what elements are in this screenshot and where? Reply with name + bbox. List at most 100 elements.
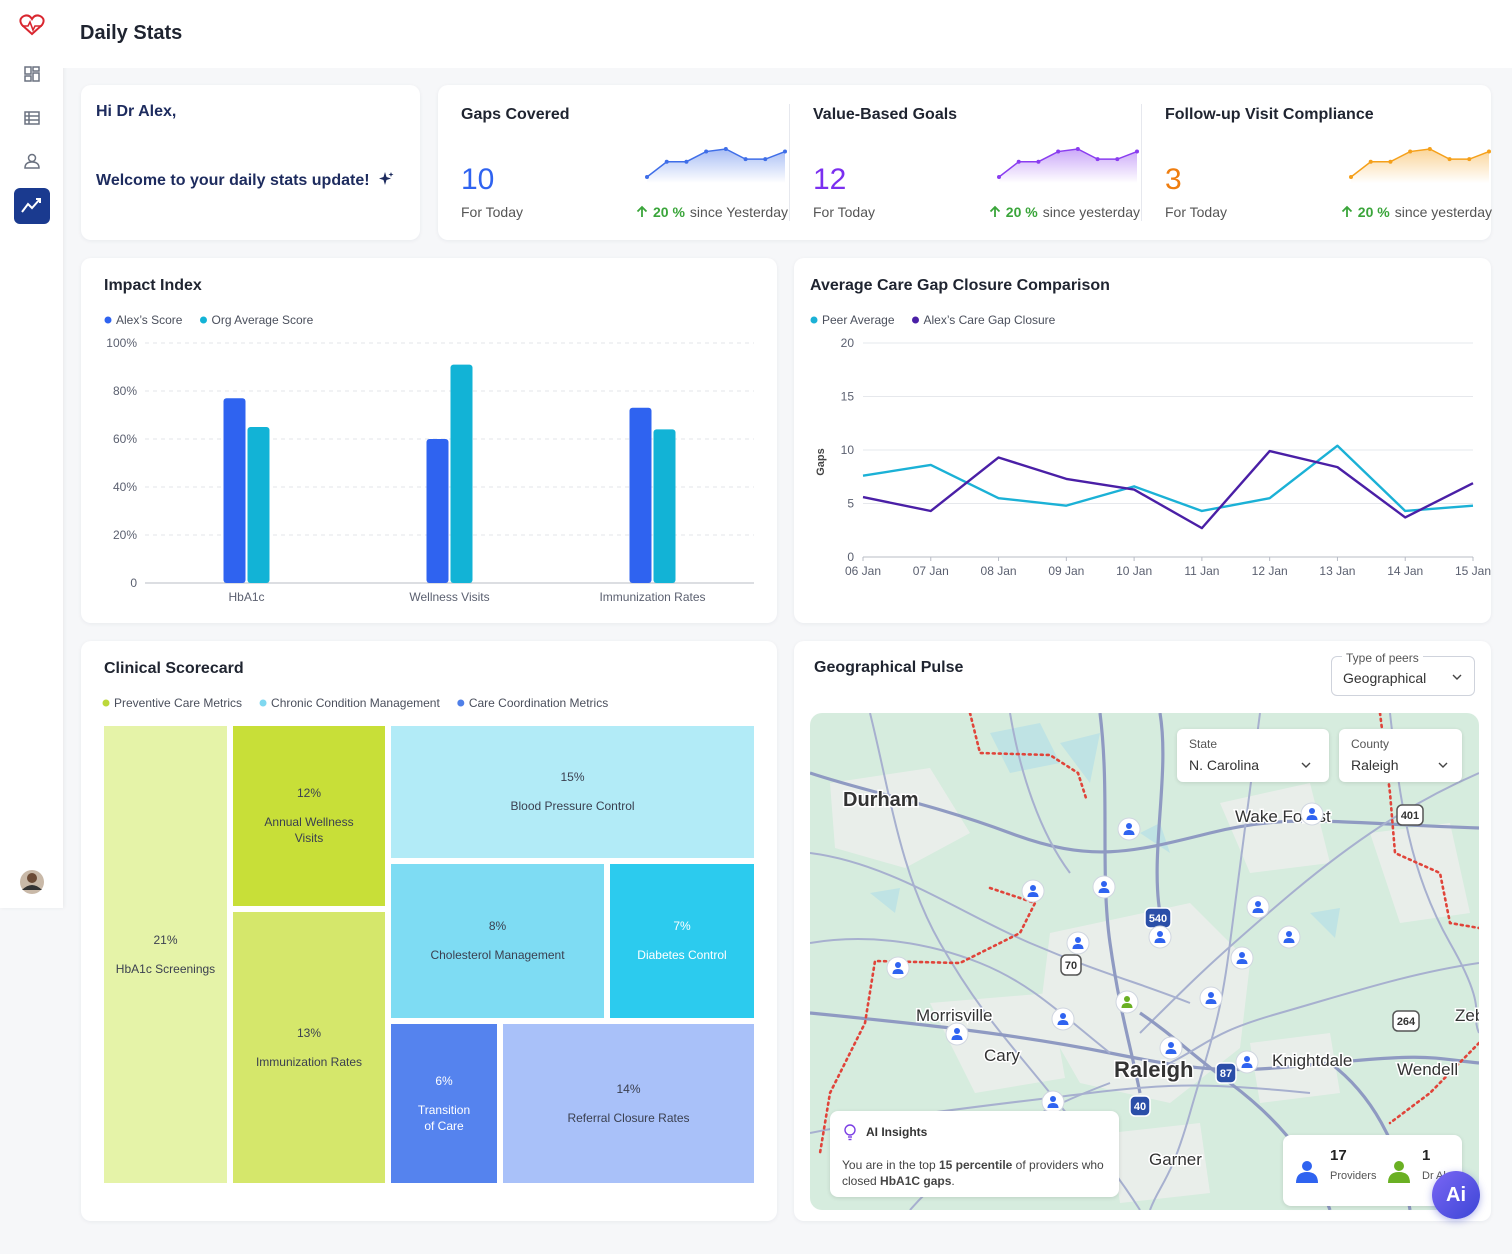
sparkline-dot bbox=[1056, 149, 1061, 154]
provider-pin[interactable] bbox=[1277, 925, 1301, 949]
place-label: Knightdale bbox=[1272, 1051, 1352, 1070]
treemap-cell: 7% Diabetes Control bbox=[610, 864, 754, 1018]
pin-head bbox=[1208, 992, 1214, 998]
kpi-change-text: since Yesterday bbox=[689, 204, 788, 220]
provider-pin[interactable] bbox=[1092, 875, 1116, 899]
kpi-change-value: 20 % bbox=[653, 204, 685, 220]
pin-head bbox=[1126, 823, 1132, 829]
treemap-value: 12% bbox=[296, 786, 322, 800]
provider-pin[interactable] bbox=[1041, 1090, 1065, 1114]
avatar[interactable] bbox=[20, 870, 44, 894]
insight-part: HbA1C gaps bbox=[880, 1174, 952, 1188]
road-shield bbox=[1129, 1095, 1151, 1117]
road bbox=[810, 1011, 1479, 1072]
arrow-up-icon bbox=[989, 205, 1000, 217]
x-tick-label: 09 Jan bbox=[1048, 564, 1084, 578]
sparkline-dot bbox=[664, 159, 669, 164]
treemap-cell: 14% Referral Closure Rates bbox=[503, 1024, 754, 1183]
pin-head bbox=[1030, 885, 1036, 891]
sparkline-dot bbox=[1349, 175, 1353, 179]
nav-profile[interactable] bbox=[24, 153, 40, 169]
treemap-label: Blood Pressure Control bbox=[510, 799, 635, 813]
y-tick-label: 15 bbox=[841, 390, 855, 404]
kpi-caption: For Today bbox=[813, 204, 875, 220]
sparkline bbox=[1350, 148, 1490, 178]
nav-table[interactable] bbox=[24, 111, 40, 125]
treemap-cell: 8% Cholesterol Management bbox=[391, 864, 604, 1018]
provider-pin[interactable] bbox=[1300, 802, 1324, 826]
y-tick-label: 0 bbox=[130, 576, 137, 590]
provider-pin[interactable] bbox=[1115, 990, 1139, 1014]
icon-head bbox=[1302, 1161, 1312, 1171]
page-title: Daily Stats bbox=[80, 22, 183, 44]
treemap-cell: 21% HbA1c Screenings bbox=[104, 726, 227, 1183]
ai-insights: AI Insights You are in the top 15 percen… bbox=[830, 1111, 1119, 1197]
provider-pin[interactable] bbox=[1117, 817, 1141, 841]
chevron bbox=[1452, 674, 1462, 680]
road bbox=[1139, 772, 1479, 1034]
sparkline-dot bbox=[997, 175, 1001, 179]
provider-pin[interactable] bbox=[1021, 879, 1045, 903]
sparkline-dot bbox=[1135, 149, 1139, 154]
nav-stats[interactable] bbox=[14, 188, 50, 224]
road-shield bbox=[1215, 1062, 1237, 1084]
pin-body bbox=[1252, 908, 1264, 913]
nav-dashboard[interactable] bbox=[24, 66, 40, 82]
provider-pin[interactable] bbox=[945, 1022, 969, 1046]
greeting-text: Welcome to your daily stats update! bbox=[96, 172, 370, 189]
pin-body bbox=[1306, 815, 1318, 820]
geo-title: Geographical Pulse bbox=[814, 659, 964, 676]
pin-body bbox=[1027, 892, 1039, 897]
x-tick-label: HbA1c bbox=[228, 590, 264, 604]
y-tick-label: 10 bbox=[841, 443, 855, 457]
sparkline-dot bbox=[1408, 149, 1413, 154]
peer-filter[interactable]: Type of peers Geographical bbox=[1331, 651, 1475, 696]
state-filter-value: N. Carolina bbox=[1189, 757, 1260, 773]
kpi-sparkline bbox=[645, 147, 787, 183]
place-label: Zeb bbox=[1455, 1006, 1479, 1025]
place-label: Raleigh bbox=[1114, 1057, 1193, 1082]
pin-head bbox=[1075, 937, 1081, 943]
x-tick-label: 15 Jan bbox=[1455, 564, 1491, 578]
kpi-change: 20 % since Yesterday bbox=[636, 204, 788, 220]
provider-pin[interactable] bbox=[886, 956, 910, 980]
ai-button[interactable]: Ai bbox=[1432, 1171, 1480, 1219]
provider-pin[interactable] bbox=[1148, 925, 1172, 949]
pin-body bbox=[1072, 944, 1084, 949]
legend-label: Alex’s Score bbox=[116, 313, 183, 327]
urban-area bbox=[1040, 903, 1250, 1103]
divider bbox=[789, 104, 790, 221]
road-shield-label: 401 bbox=[1401, 810, 1419, 822]
place-label: Morrisville bbox=[916, 1006, 993, 1025]
count-value: 17 bbox=[1330, 1147, 1347, 1164]
provider-pin[interactable] bbox=[1230, 946, 1254, 970]
arrow-up-icon bbox=[636, 205, 648, 217]
treemap-cell: 13% Immunization Rates bbox=[233, 912, 385, 1183]
road-shield bbox=[1396, 804, 1424, 826]
sparkline-dot bbox=[1036, 159, 1041, 164]
place-label: Durham bbox=[843, 789, 919, 811]
road-shield bbox=[1392, 1010, 1420, 1032]
arrow-up-icon bbox=[1341, 205, 1352, 217]
treemap-value: 8% bbox=[488, 919, 507, 933]
road bbox=[1009, 713, 1071, 874]
provider-pin[interactable] bbox=[1066, 931, 1090, 955]
chevron bbox=[1438, 762, 1448, 768]
provider-pin[interactable] bbox=[1159, 1036, 1183, 1060]
state-filter[interactable]: State N. Carolina bbox=[1177, 729, 1329, 782]
bar bbox=[426, 439, 449, 583]
legend-label: Alex’s Care Gap Closure bbox=[924, 313, 1056, 327]
scorecard-card: Clinical Scorecard Preventive Care Metric… bbox=[81, 641, 777, 1221]
treemap-value: 6% bbox=[435, 1073, 453, 1088]
bar bbox=[247, 427, 270, 583]
treemap-label: Diabetes Control bbox=[637, 948, 727, 962]
sparkline-dot bbox=[1427, 147, 1432, 151]
kpi-sparkline bbox=[997, 147, 1139, 183]
provider-pin[interactable] bbox=[1051, 1007, 1075, 1031]
county-filter[interactable]: County Raleigh bbox=[1339, 729, 1462, 782]
sparkline-dot bbox=[684, 159, 689, 164]
provider-pin[interactable] bbox=[1246, 895, 1270, 919]
provider-pin[interactable] bbox=[1235, 1050, 1259, 1074]
provider-pin[interactable] bbox=[1199, 986, 1223, 1010]
